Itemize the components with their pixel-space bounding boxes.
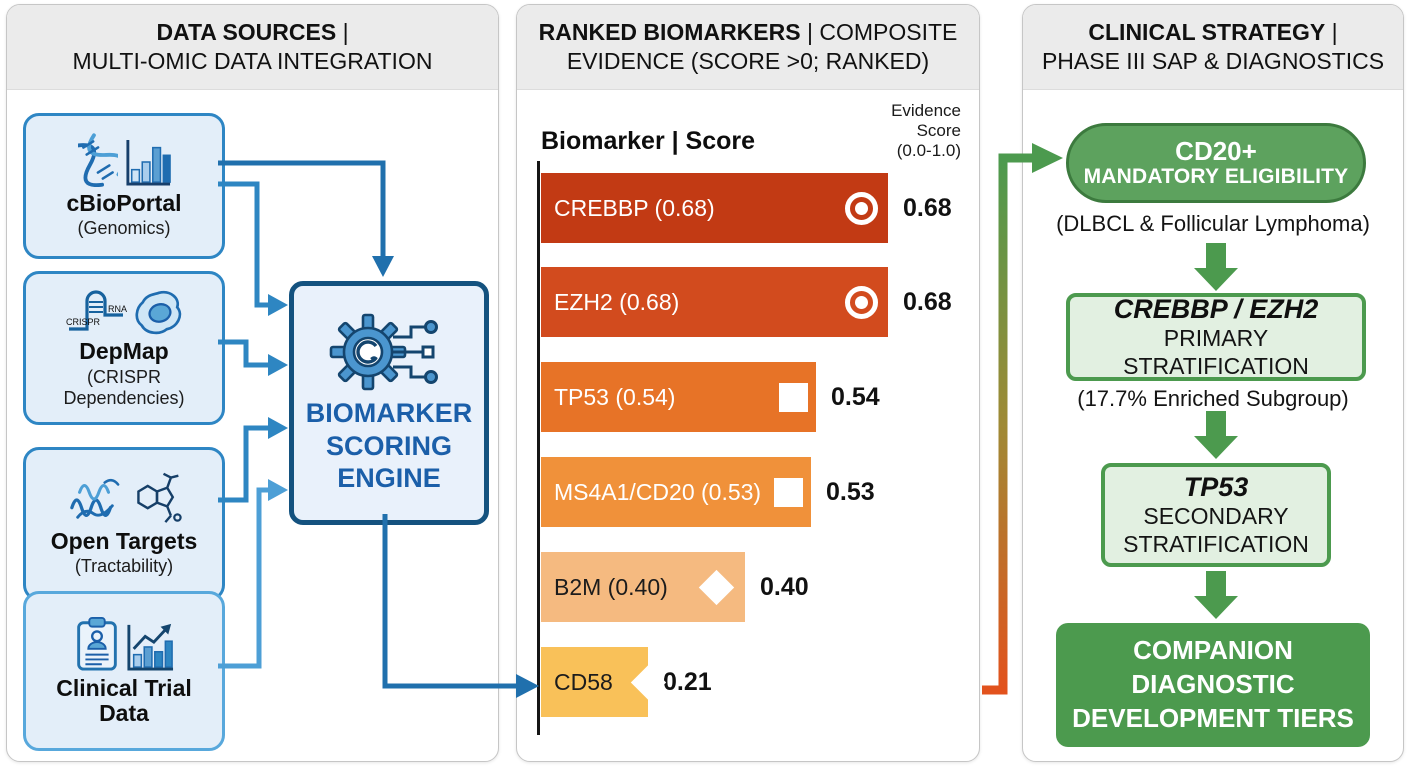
- source-label: DepMap: [79, 338, 169, 365]
- source-box-depmap: CRISPR RNA DepMap (CRISPR Dependencies): [23, 271, 225, 425]
- open-targets-icons: [66, 471, 183, 525]
- down-arrow-icon: [1194, 411, 1238, 459]
- pill-note: (DLBCL & Follicular Lymphoma): [1056, 211, 1370, 236]
- primary-note: (17.7% Enriched Subgroup): [1077, 386, 1349, 411]
- biomarker-scoring-engine-box: BIOMARKER SCORING ENGINE: [289, 281, 489, 525]
- trend-chart-icon: [126, 623, 173, 671]
- pill-title: CD20+: [1175, 135, 1257, 166]
- score-value: 0.54: [831, 382, 880, 411]
- source-box-open-targets: Open Targets (Tractability): [23, 447, 225, 601]
- square-marker-icon: [779, 382, 808, 412]
- secondary-subtitle: SECONDARY STRATIFICATION: [1123, 502, 1309, 557]
- bar-tp53: TP53 (0.54): [541, 362, 816, 432]
- panel-sources-header: DATA SOURCES | MULTI-OMIC DATA INTEGRATI…: [7, 5, 498, 90]
- down-arrow-icon: [1194, 243, 1238, 291]
- cell-icon: [134, 291, 181, 335]
- down-arrow-icon: [1194, 571, 1238, 619]
- bar-crebbp: CREBBP (0.68): [541, 173, 888, 243]
- panel-strategy-title-line1: CLINICAL STRATEGY |: [1088, 19, 1338, 46]
- bar-ms4a1: MS4A1/CD20 (0.53): [541, 457, 811, 527]
- bar-row-tp53: TP53 (0.54) 0.54: [541, 362, 880, 432]
- panel-ranked-title-line1: RANKED BIOMARKERS | COMPOSITE: [538, 19, 958, 46]
- panel-ranked-header: RANKED BIOMARKERS | COMPOSITE EVIDENCE (…: [517, 5, 979, 90]
- companion-diagnostic-label: COMPANION DIAGNOSTIC DEVELOPMENT TIERS: [1072, 635, 1354, 733]
- crispr-rna-icon: CRISPR RNA: [66, 290, 127, 331]
- panel-strategy-header: CLINICAL STRATEGY | PHASE III SAP & DIAG…: [1023, 5, 1403, 90]
- target-marker-icon: [845, 285, 878, 319]
- panel-sources-title-line1: DATA SOURCES |: [156, 19, 349, 46]
- clinical-trial-icons: [75, 616, 174, 672]
- panel-data-sources: DATA SOURCES | MULTI-OMIC DATA INTEGRATI…: [6, 4, 499, 762]
- panel-strategy-title-line2: PHASE III SAP & DIAGNOSTICS: [1041, 48, 1385, 74]
- secondary-stratification-box: TP53 SECONDARY STRATIFICATION: [1101, 463, 1331, 567]
- clipboard-patient-icon: [76, 616, 117, 671]
- bar-ezh2: EZH2 (0.68): [541, 267, 888, 337]
- pill-subtitle: MANDATORY ELIGIBILITY: [1083, 165, 1349, 189]
- cd20-eligibility-pill: CD20+ MANDATORY ELIGIBILITY: [1066, 123, 1366, 203]
- score-value: 0.53: [826, 477, 875, 506]
- svg-text:RNA: RNA: [108, 304, 127, 314]
- protein-icon: [69, 478, 119, 519]
- molecule-icon: [136, 472, 182, 523]
- target-marker-icon: [845, 191, 878, 225]
- chart-column-header: Biomarker | Score: [541, 127, 756, 155]
- score-value: 0.68: [903, 193, 952, 222]
- score-value: 0.40: [760, 572, 809, 601]
- score-value: 0.68: [903, 287, 952, 316]
- dna-icon: [77, 133, 118, 187]
- primary-title: CREBBP / EZH2: [1113, 293, 1319, 324]
- source-label: Clinical Trial Data: [56, 674, 192, 726]
- bar-row-cd58: CD58 0.21: [541, 647, 712, 717]
- score-value: 0.21: [663, 667, 712, 696]
- source-label: cBioPortal: [66, 189, 182, 216]
- bar-b2m: B2M (0.40): [541, 552, 745, 622]
- source-sublabel: (Tractability): [74, 556, 174, 577]
- panel-sources-title-line2: MULTI-OMIC DATA INTEGRATION: [72, 48, 433, 74]
- source-sublabel: (CRISPR Dependencies): [63, 366, 185, 408]
- bar-row-ms4a1: MS4A1/CD20 (0.53) 0.53: [541, 457, 875, 527]
- panel-ranked-biomarkers: RANKED BIOMARKERS | COMPOSITE EVIDENCE (…: [516, 4, 980, 762]
- diamond-marker-icon: [698, 569, 735, 605]
- gear-circuit-icon: [329, 313, 438, 390]
- primary-stratification-box: CREBBP / EZH2 PRIMARY STRATIFICATION: [1066, 293, 1366, 381]
- svg-text:CRISPR: CRISPR: [66, 317, 101, 327]
- bar-row-ezh2: EZH2 (0.68) 0.68: [541, 267, 952, 337]
- evidence-score-axis-note: Evidence Score (0.0-1.0): [891, 101, 961, 161]
- panel-clinical-strategy: CLINICAL STRATEGY | PHASE III SAP & DIAG…: [1022, 4, 1404, 762]
- diamond-marker-icon: [630, 664, 667, 700]
- source-sublabel: (Genomics): [77, 218, 171, 239]
- engine-label: BIOMARKER SCORING ENGINE: [305, 397, 473, 494]
- bar-row-b2m: B2M (0.40) 0.40: [541, 552, 809, 622]
- cbioportal-icons: [77, 133, 171, 187]
- secondary-title: TP53: [1183, 471, 1249, 502]
- bar-chart-icon: [125, 139, 171, 186]
- source-box-clinical-trial: Clinical Trial Data: [23, 591, 225, 751]
- panel-ranked-title-line2: EVIDENCE (SCORE >0; RANKED): [566, 48, 930, 74]
- primary-subtitle: PRIMARY STRATIFICATION: [1123, 324, 1309, 379]
- chart-axis: [537, 161, 540, 735]
- source-label: Open Targets: [50, 527, 198, 554]
- depmap-icons: CRISPR RNA: [65, 287, 184, 335]
- bar-row-crebbp: CREBBP (0.68) 0.68: [541, 173, 952, 243]
- source-box-cbioportal: cBioPortal (Genomics): [23, 113, 225, 259]
- square-marker-icon: [774, 477, 803, 507]
- companion-diagnostic-box: COMPANION DIAGNOSTIC DEVELOPMENT TIERS: [1056, 623, 1370, 747]
- bar-cd58: CD58: [541, 647, 667, 717]
